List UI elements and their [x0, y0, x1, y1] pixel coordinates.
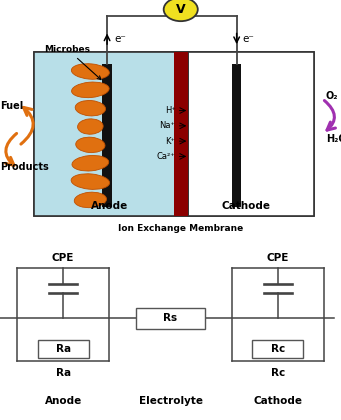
Bar — [174, 52, 188, 216]
Text: Microbes: Microbes — [44, 45, 101, 80]
Bar — [38, 340, 89, 358]
Text: Cathode: Cathode — [221, 200, 270, 210]
Bar — [136, 308, 205, 328]
Text: Cathode: Cathode — [253, 396, 302, 406]
Text: Rc: Rc — [271, 368, 285, 378]
FancyArrowPatch shape — [21, 108, 33, 144]
Text: Electrolyte: Electrolyte — [138, 396, 203, 406]
Circle shape — [164, 0, 198, 21]
Text: Ra: Ra — [56, 344, 71, 354]
Text: H₂O: H₂O — [326, 134, 341, 144]
Ellipse shape — [76, 137, 105, 152]
Ellipse shape — [71, 174, 109, 189]
FancyArrowPatch shape — [324, 100, 336, 130]
Text: e⁻: e⁻ — [114, 34, 126, 44]
Ellipse shape — [74, 192, 106, 207]
FancyArrowPatch shape — [5, 134, 17, 165]
Text: e⁻: e⁻ — [242, 34, 254, 44]
Bar — [34, 52, 188, 216]
Text: K⁺: K⁺ — [166, 136, 176, 146]
Text: H⁺: H⁺ — [165, 106, 176, 115]
Text: Ion Exchange Membrane: Ion Exchange Membrane — [118, 223, 243, 233]
Ellipse shape — [71, 64, 109, 79]
Text: Fuel: Fuel — [0, 101, 23, 111]
Text: O₂: O₂ — [326, 92, 338, 102]
Text: Na⁺: Na⁺ — [160, 121, 176, 130]
Bar — [252, 340, 303, 358]
Text: Anode: Anode — [90, 200, 128, 210]
Text: Rs: Rs — [163, 313, 178, 323]
Bar — [34, 52, 314, 216]
Text: Ra: Ra — [56, 368, 71, 378]
Text: Anode: Anode — [44, 396, 82, 406]
Ellipse shape — [72, 155, 109, 171]
Text: CPE: CPE — [52, 253, 74, 263]
Ellipse shape — [78, 119, 103, 134]
Text: V: V — [176, 3, 186, 16]
Ellipse shape — [75, 100, 106, 116]
Bar — [232, 63, 241, 207]
Bar — [34, 52, 188, 216]
Ellipse shape — [72, 82, 109, 97]
Bar — [102, 63, 112, 207]
Text: Rc: Rc — [271, 344, 285, 354]
Text: CPE: CPE — [267, 253, 289, 263]
Bar — [188, 52, 314, 216]
Text: Ca²⁺: Ca²⁺ — [157, 152, 176, 161]
Text: Products: Products — [0, 162, 49, 172]
